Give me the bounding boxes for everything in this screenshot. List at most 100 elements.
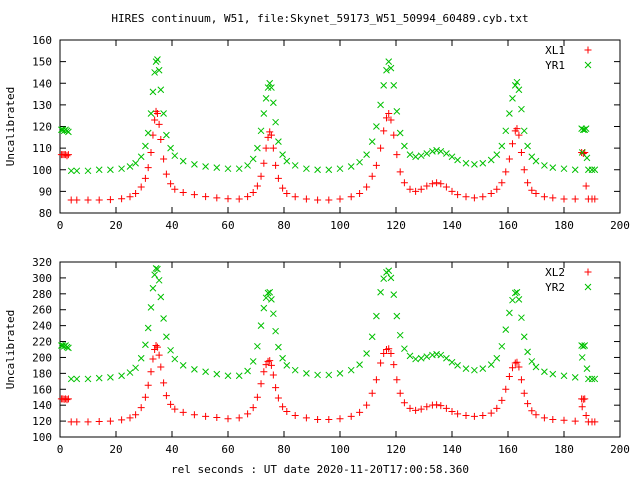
data-point-yr1 — [171, 152, 179, 160]
data-point-xl1 — [302, 195, 310, 203]
data-point-xl1 — [153, 110, 161, 118]
data-point-yr1 — [132, 159, 139, 167]
data-point-xl2 — [400, 399, 408, 407]
data-point-yr2 — [235, 372, 243, 380]
data-point-yr1 — [588, 166, 596, 174]
data-point-xl2 — [162, 392, 170, 400]
data-point-yr2 — [588, 375, 596, 383]
data-point-yr1 — [249, 155, 257, 163]
data-point-xl1 — [235, 195, 243, 203]
x-tick-label: 60 — [221, 443, 234, 456]
data-point-yr2 — [95, 374, 103, 382]
data-point-xl1 — [118, 195, 126, 203]
data-point-yr2 — [154, 265, 161, 273]
legend-label: YR1 — [545, 59, 565, 72]
data-point-xl2 — [202, 412, 210, 420]
data-point-xl2 — [224, 415, 232, 423]
data-point-yr2 — [275, 343, 282, 351]
data-point-yr1 — [560, 165, 568, 173]
data-point-yr2 — [283, 362, 291, 369]
data-point-yr1 — [157, 86, 165, 94]
data-point-xl2 — [153, 343, 161, 351]
data-point-xl1 — [406, 185, 414, 193]
data-point-yr2 — [160, 315, 167, 322]
data-point-xl2 — [517, 376, 525, 384]
data-point-yr2 — [325, 371, 333, 379]
data-point-yr2 — [144, 324, 152, 332]
series-yr2 — [58, 265, 599, 383]
data-point-xl2 — [279, 403, 287, 411]
data-point-xl2 — [147, 368, 155, 376]
data-point-xl2 — [213, 414, 221, 422]
data-point-yr2 — [149, 284, 157, 292]
y-tick-label: 200 — [32, 351, 52, 364]
data-point-yr1 — [493, 151, 501, 158]
data-point-xl2 — [244, 410, 252, 418]
data-point-yr1 — [368, 138, 376, 145]
data-point-yr1 — [224, 165, 232, 173]
data-point-xl1 — [144, 164, 152, 172]
data-point-xl2 — [528, 407, 536, 415]
data-point-xl1 — [249, 188, 257, 196]
y-tick-label: 280 — [32, 288, 52, 301]
data-point-xl2 — [462, 412, 470, 420]
data-point-xl2 — [442, 404, 450, 412]
legend-marker — [584, 268, 592, 276]
data-point-xl2 — [63, 396, 71, 404]
x-tick-label: 80 — [277, 219, 290, 232]
data-point-yr1 — [272, 118, 279, 126]
data-point-yr1 — [235, 165, 243, 173]
data-point-yr1 — [406, 151, 414, 158]
data-point-xl1 — [487, 190, 495, 198]
data-point-xl2 — [141, 393, 149, 401]
data-point-yr1 — [429, 148, 436, 155]
data-point-yr2 — [224, 372, 232, 380]
data-point-yr1 — [518, 105, 525, 113]
data-point-xl2 — [267, 361, 275, 369]
data-point-xl2 — [470, 412, 478, 420]
data-point-yr2 — [272, 327, 279, 335]
data-point-xl1 — [448, 187, 456, 195]
data-point-xl1 — [437, 180, 445, 188]
data-point-yr1 — [387, 64, 395, 72]
legend-marker — [584, 61, 592, 69]
data-point-yr1 — [541, 162, 548, 169]
data-point-yr2 — [437, 351, 445, 359]
plot-frame — [59, 261, 621, 438]
data-point-yr2 — [268, 296, 275, 303]
data-point-yr2 — [412, 355, 419, 363]
data-point-xl2 — [363, 401, 371, 409]
data-point-xl2 — [157, 363, 165, 371]
y-tick-label: 160 — [32, 34, 52, 47]
data-point-yr2 — [151, 271, 158, 279]
data-point-yr2 — [513, 288, 521, 296]
data-point-yr2 — [171, 355, 179, 363]
data-point-yr1 — [283, 157, 291, 165]
data-point-yr2 — [137, 354, 145, 362]
data-point-xl2 — [144, 381, 152, 389]
data-point-xl1 — [479, 193, 487, 201]
data-point-xl1 — [356, 190, 364, 198]
data-point-yr1 — [84, 167, 92, 175]
data-point-yr2 — [244, 367, 251, 375]
data-point-xl1 — [95, 196, 103, 204]
data-point-xl1 — [508, 140, 516, 148]
data-point-yr2 — [336, 370, 344, 377]
data-point-yr2 — [73, 375, 81, 383]
data-point-yr2 — [107, 373, 114, 381]
data-point-xl2 — [118, 416, 126, 424]
data-point-yr2 — [560, 372, 568, 380]
y-tick-label: 90 — [39, 185, 52, 198]
data-point-yr1 — [160, 110, 167, 117]
data-point-xl2 — [433, 401, 441, 409]
x-tick-label: 0 — [57, 443, 64, 456]
data-point-xl2 — [260, 368, 268, 376]
data-point-xl2 — [160, 379, 168, 387]
data-point-xl2 — [578, 403, 586, 411]
data-point-yr1 — [591, 166, 599, 174]
data-point-xl2 — [152, 342, 160, 350]
y-tick-label: 150 — [32, 56, 52, 69]
data-point-yr1 — [266, 79, 274, 87]
data-point-xl1 — [380, 127, 388, 135]
data-point-xl2 — [257, 380, 265, 388]
